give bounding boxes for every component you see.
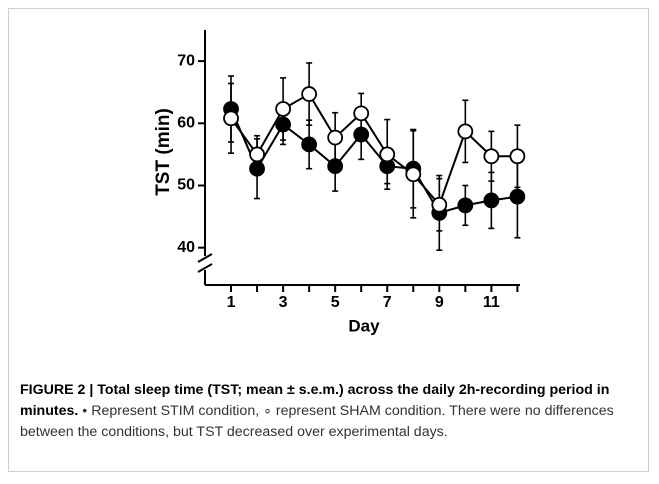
data-point: [509, 188, 526, 205]
data-point: [509, 148, 526, 165]
x-tick-label: 1: [227, 294, 236, 311]
data-point: [431, 196, 448, 213]
caption: FIGURE 2 | Total sleep time (TST; mean ±…: [20, 380, 640, 443]
y-tick-label: 60: [177, 115, 195, 132]
data-point: [275, 116, 291, 133]
axis-break: [197, 253, 213, 263]
data-point: [483, 148, 500, 165]
data-point: [249, 146, 265, 163]
data-point: [249, 160, 265, 177]
data-point: [353, 126, 370, 143]
data-point: [353, 105, 370, 122]
x-tick-label: 9: [435, 294, 444, 311]
x-tick-label: 3: [279, 294, 288, 311]
x-tick-label: 5: [331, 294, 340, 311]
data-point: [327, 158, 344, 175]
figure-frame: [8, 8, 649, 472]
x-tick-label: 7: [383, 294, 392, 311]
y-tick-label: 40: [177, 239, 195, 256]
data-point: [301, 86, 318, 102]
y-tick-label: 50: [177, 177, 195, 194]
x-tick-label: 11: [483, 294, 500, 311]
data-point: [379, 146, 396, 163]
data-point: [483, 192, 500, 209]
data-point: [301, 136, 318, 153]
y-axis-label: TST (min): [153, 108, 174, 196]
chart: TST (min) Day 40 50 60 70 1 3 5 7 9 11: [153, 30, 526, 335]
axis-break: [197, 263, 213, 273]
caption-text: • Represent STIM condition, ∘ represent …: [20, 403, 614, 440]
caption-bold: FIGURE 2 | Total sleep time (TST; mean ±…: [20, 382, 610, 419]
data-point: [457, 123, 474, 140]
y-tick-label: 70: [177, 52, 195, 69]
x-axis-label: Day: [348, 316, 380, 335]
data-point: [327, 129, 344, 146]
data-point: [223, 110, 239, 127]
data-point: [405, 166, 422, 183]
data-point: [457, 197, 474, 214]
data-point: [275, 101, 291, 117]
